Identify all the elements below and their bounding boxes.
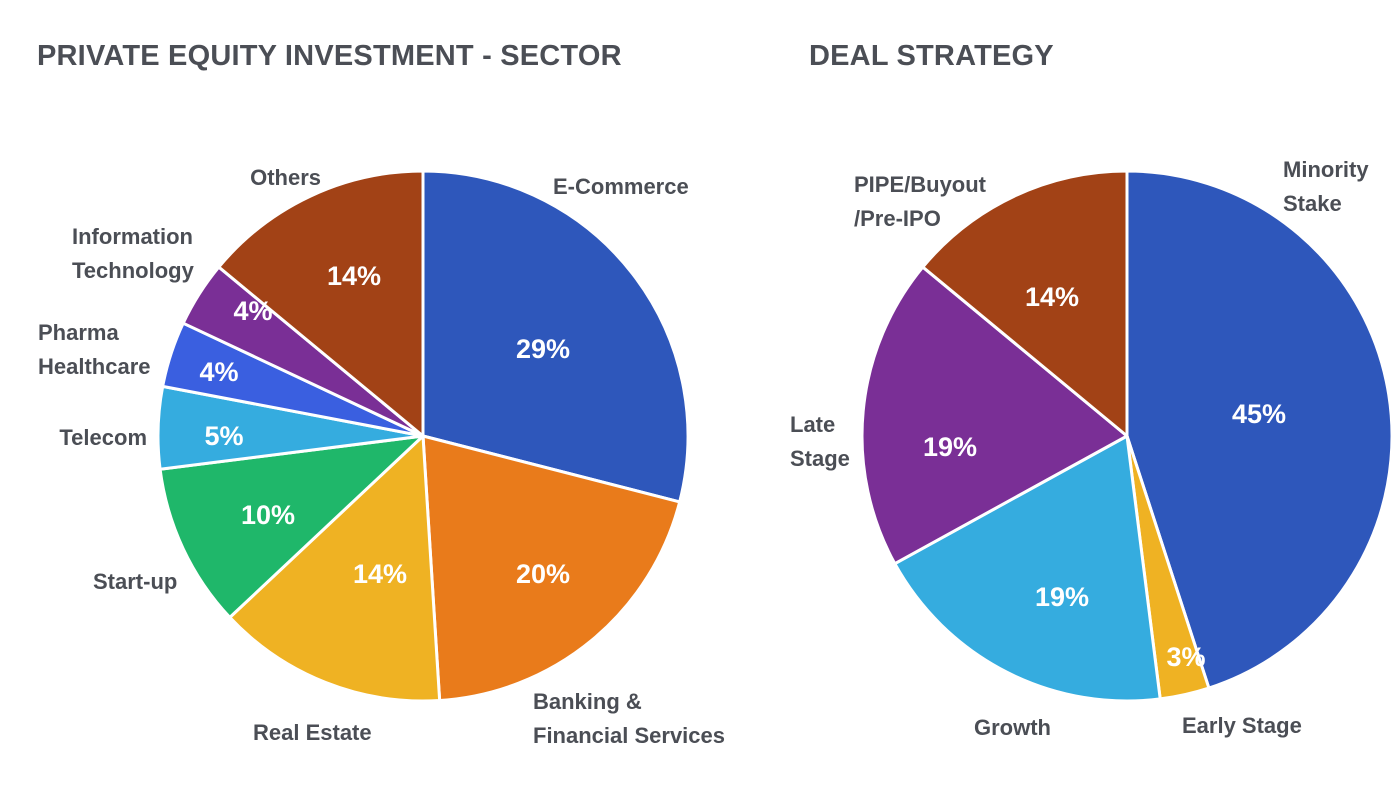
pie-category-label-late-stage: Late xyxy=(790,412,835,437)
pie-category-label-information-technology: Information xyxy=(72,224,193,249)
pie-slice-late-stage xyxy=(860,265,1129,566)
pie-slice-real-estate xyxy=(228,434,442,703)
pie-value-label-pharma-healthcare: 4% xyxy=(199,357,238,387)
pie-category-label-pharma-healthcare: Healthcare xyxy=(38,354,151,379)
pie-category-label-e-commerce: E-Commerce xyxy=(553,174,689,199)
pie-category-label-minority-stake: Minority xyxy=(1283,157,1369,182)
pie-category-label-growth: Growth xyxy=(974,715,1051,740)
pie-category-label-start-up: Start-up xyxy=(93,569,177,594)
pie-category-label-early-stage: Early Stage xyxy=(1182,713,1302,738)
pie-category-label-telecom: Telecom xyxy=(59,425,147,450)
pie-slice-e-commerce xyxy=(421,169,690,504)
pie-category-label-banking-financial-services: Financial Services xyxy=(533,723,725,748)
pie-value-label-minority-stake: 45% xyxy=(1232,399,1286,429)
pie-category-label-real-estate: Real Estate xyxy=(253,720,372,745)
pie-value-label-real-estate: 14% xyxy=(353,559,407,589)
sector-chart-title: PRIVATE EQUITY INVESTMENT - SECTOR xyxy=(37,40,622,72)
pie-value-label-e-commerce: 29% xyxy=(516,334,570,364)
pie-value-label-banking-financial-services: 20% xyxy=(516,559,570,589)
pie-value-label-pipe-buyout-pre-ipo: 14% xyxy=(1025,282,1079,312)
pie-value-label-early-stage: 3% xyxy=(1166,642,1205,672)
pie-category-label-pharma-healthcare: Pharma xyxy=(38,320,119,345)
pie-slice-minority-stake xyxy=(1125,169,1394,690)
pie-category-label-information-technology: Technology xyxy=(72,258,195,283)
pie-slice-start-up xyxy=(158,434,425,619)
pie-value-label-late-stage: 19% xyxy=(923,432,977,462)
pie-value-label-others: 14% xyxy=(327,261,381,291)
deal-strategy-pie-chart: 45% Minority Stake 3% Early Stage 19% Growth 19… xyxy=(790,157,1394,740)
pie-slice-others xyxy=(217,169,425,438)
pie-slice-growth xyxy=(893,434,1162,703)
pie-value-label-telecom: 5% xyxy=(204,421,243,451)
pie-category-label-banking-financial-services: Banking & xyxy=(533,689,642,714)
pie-category-label-late-stage: Stage xyxy=(790,446,850,471)
pie-value-label-start-up: 10% xyxy=(241,500,295,530)
pie-value-label-growth: 19% xyxy=(1035,582,1089,612)
pie-category-label-pipe-buyout-pre-ipo: /Pre-IPO xyxy=(854,206,941,231)
deal-strategy-chart-title: DEAL STRATEGY xyxy=(809,40,1054,72)
pie-value-label-information-technology: 4% xyxy=(233,296,272,326)
pie-category-label-minority-stake: Stake xyxy=(1283,191,1342,216)
pie-category-label-pipe-buyout-pre-ipo: PIPE/Buyout xyxy=(854,172,987,197)
sector-pie-chart: 29% E-Commerce 20% Banking & Financial Servi… xyxy=(38,165,725,748)
pie-slice-banking-financial-services xyxy=(421,434,682,702)
pie-category-label-others: Others xyxy=(250,165,321,190)
pie-slice-pipe-buyout-pre-ipo xyxy=(921,169,1129,438)
